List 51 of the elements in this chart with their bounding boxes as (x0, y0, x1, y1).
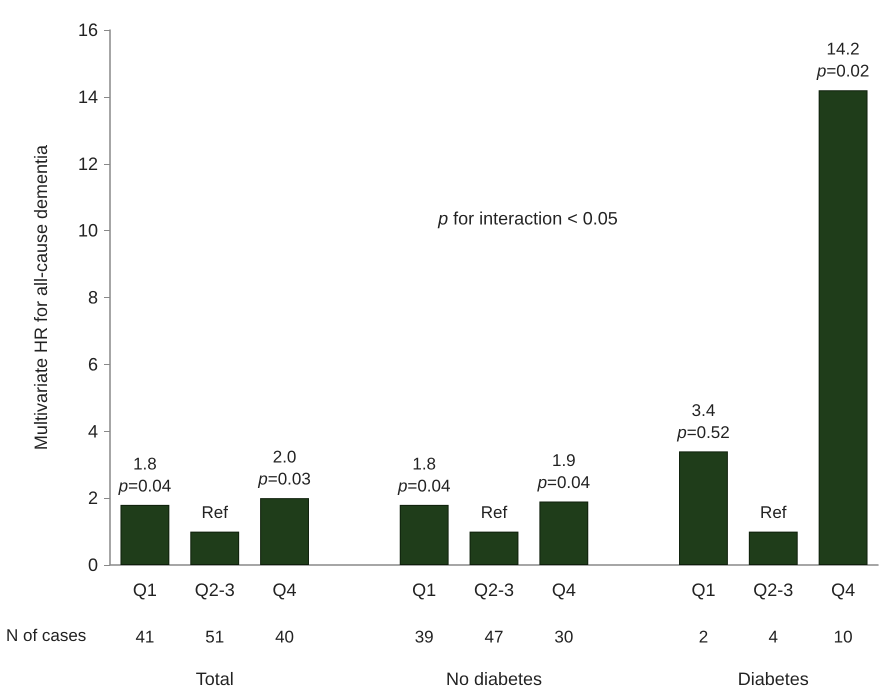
y-tick-label: 12 (78, 154, 98, 174)
y-tick-label: 8 (88, 288, 98, 308)
bar (260, 498, 309, 565)
x-tick-label: Q2-3 (474, 580, 514, 600)
x-tick-label: Q1 (691, 580, 716, 600)
data-label: Ref (201, 503, 228, 522)
text: 39 (414, 628, 434, 646)
data-label: 1.8 p=0.04 (396, 454, 450, 496)
data-label: 14.2 p=0.02 (816, 40, 870, 81)
text: Diabetes (738, 669, 809, 689)
bar (470, 532, 518, 565)
text: 51 (205, 628, 224, 646)
y-tick-label: 2 (88, 488, 98, 508)
x-tick-label: Q1 (132, 580, 157, 600)
bar (120, 504, 170, 565)
x-tick-label: Q4 (831, 580, 856, 600)
text: 41 (135, 628, 154, 646)
annotation: p for interaction < 0.05 (437, 208, 618, 229)
y-axis-title: Multivariate HR for all-cause dementia (31, 144, 51, 450)
data-label: Ref (760, 503, 787, 522)
y-tick-label: 16 (78, 20, 98, 40)
x-tick-label: Q1 (412, 580, 436, 600)
y-tick-label: 6 (88, 354, 98, 374)
x-tick-label: Q2-3 (194, 580, 235, 600)
data-label: 3.4 p=0.52 (676, 400, 730, 442)
data-label: Ref (480, 503, 508, 522)
text: 40 (275, 628, 294, 646)
bar (539, 501, 588, 565)
text: No diabetes (446, 669, 542, 689)
bar (748, 532, 798, 565)
text: 10 (834, 628, 853, 646)
x-tick-label: Q2-3 (753, 580, 794, 600)
text: Total (196, 669, 234, 689)
data-label: 2.0 p=0.03 (257, 448, 311, 489)
text: N of cases (6, 626, 86, 645)
bar (400, 504, 449, 565)
x-tick-label: Q4 (272, 580, 297, 600)
bar (190, 532, 240, 565)
y-tick-label: 4 (88, 421, 98, 442)
bar (679, 451, 728, 565)
text: 30 (554, 628, 574, 646)
data-label: 1.8 p=0.04 (118, 454, 172, 496)
y-tick-label: 10 (78, 220, 98, 241)
text: 4 (768, 628, 778, 646)
y-tick-label: 14 (78, 86, 98, 107)
text: 2 (698, 628, 708, 646)
y-tick-label: 0 (88, 555, 98, 575)
bar (818, 90, 868, 565)
x-tick-label: Q4 (552, 580, 576, 600)
text: 47 (484, 628, 504, 646)
data-label: 1.9 p=0.04 (536, 450, 590, 492)
